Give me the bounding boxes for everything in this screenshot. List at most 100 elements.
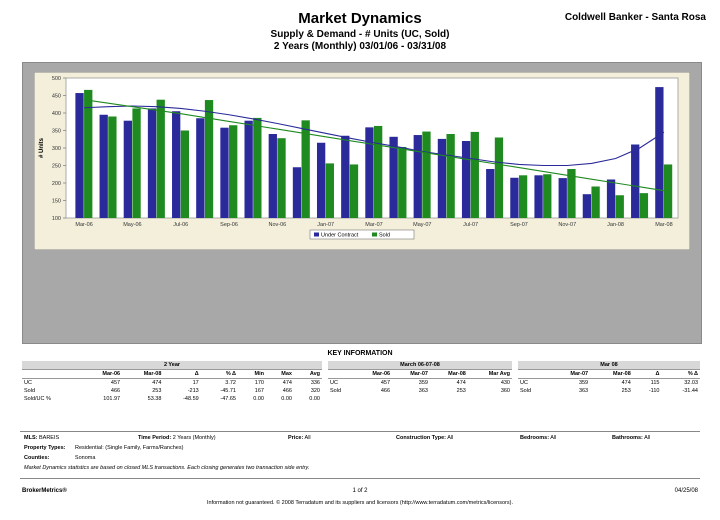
bar-under-contract [606,179,616,218]
table-cell: 359 [418,379,428,386]
report-date-range: 2 Years (Monthly) 03/01/06 - 03/31/08 [273,41,447,52]
price-label: Price: [288,435,304,441]
table-cell: 363 [418,387,428,394]
bar-under-contract [486,169,495,218]
header-cell: Mar-08 [122,369,164,379]
bar-under-contract [582,194,592,218]
table-cell: 170 [254,379,264,386]
bar-under-contract [365,127,374,218]
bar-under-contract [99,114,108,218]
bar-under-contract [316,142,326,218]
mar08-table-title: Mar 08 [518,361,700,370]
page-number: 1 of 2 [352,488,368,494]
header-cell: Mar-08 [590,369,633,379]
table-cell: -110 [648,387,660,394]
report-title: Market Dynamics [298,10,422,27]
bar-sold [591,186,600,218]
x-tick-label: Jan-08 [607,222,624,228]
bar-sold [374,125,383,218]
table-row: UC 457 359 474 430 [328,378,512,387]
table-cell: 167 [254,387,264,394]
table-cell: 0.00 [281,396,292,403]
march-table: March 06-07-08 Mar-06 Mar-07 Mar-08 Mar … [328,361,512,395]
x-tick-label: Mar-07 [365,222,382,228]
header-cell: Mar-08 [429,369,468,379]
header-cell: Mar Avg [467,369,512,379]
time-filter: Time Period: 2 Years (Monthly) [138,435,216,441]
table-cell: 336 [310,379,320,386]
table-cell: 466 [282,387,292,394]
bathrooms-value: All [644,435,651,441]
bar-sold [567,169,576,218]
trendline-under-contract [84,105,665,167]
bathrooms-filter: Bathrooms: All [612,435,650,441]
header-cell: Mar-06 [354,369,393,379]
price-value: All [304,435,311,441]
divider [20,431,700,432]
table-cell: 0.00 [309,396,320,403]
table-cell: Sold [520,387,532,394]
bar-sold [663,164,673,218]
header-cell: Avg [293,369,322,379]
y-tick-label: 150 [52,199,61,205]
header-cell: % Δ [200,369,238,379]
bar-sold [470,131,479,218]
bar-under-contract [75,93,84,218]
bar-sold [180,130,190,218]
two-year-table: 2 Year Mar-06 Mar-08 Δ % Δ Min Max Avg U… [22,361,322,404]
header-cell: Mar-07 [392,369,430,379]
header-cell: Mar-06 [80,369,123,379]
table-cell: 3.72 [225,379,236,386]
bar-sold [422,131,431,218]
bar-sold [325,163,334,218]
supply-demand-chart: 100 150 200 250 300 350 400 450 500 # Units Mar-06… [34,72,690,250]
construction-value: All [447,435,454,441]
x-tick-label: Sep-07 [510,222,528,228]
bedrooms-value: All [550,435,557,441]
table-cell: UC [330,379,338,386]
table-cell: 115 [650,379,660,386]
bar-under-contract [292,167,302,218]
bar-under-contract [147,108,157,218]
bar-under-contract [172,111,181,218]
y-tick-label: 200 [52,181,61,187]
bar-under-contract [558,178,567,218]
legend-swatch [314,232,319,237]
time-label: Time Period: [138,435,172,441]
divider [20,478,700,479]
table-cell: 253 [456,387,466,394]
table-cell: UC [24,379,32,386]
y-tick-label: 250 [52,164,61,170]
report-subtitle: Supply & Demand - # Units (UC, Sold) [270,29,450,40]
time-value: 2 Years (Monthly) [172,435,216,441]
y-axis-label: # Units [39,137,45,158]
property-value: Residential: (Single Family, Farms/Ranch… [75,445,184,451]
x-tick-label: Jan-07 [317,222,334,228]
x-tick-label: Sep-06 [220,222,238,228]
bar-sold [84,89,93,219]
two-year-table-title: 2 Year [22,361,322,370]
table-cell: Sold [24,387,36,394]
x-tick-label: Nov-06 [268,222,286,228]
x-tick-label: Nov-07 [558,222,576,228]
bar-under-contract [268,134,277,218]
mls-value: BAREIS [38,435,60,441]
bar-sold [229,125,238,218]
bar-under-contract [461,141,471,218]
y-tick-label: 350 [52,129,61,135]
bar-under-contract [389,136,398,218]
footer-disclaimer: Information not guaranteed. © 2008 Terra… [207,500,513,506]
bedrooms-filter: Bedrooms: All [520,435,556,441]
table-cell: 457 [380,379,391,386]
bar-under-contract [220,127,229,218]
price-filter: Price: All [288,435,311,441]
table-cell: 101.97 [103,396,121,403]
counties-label: Counties: [24,455,50,461]
bar-under-contract [534,175,543,218]
table-row: Sold 466 253 -213 -45.71 167 466 320 [22,387,322,396]
table-cell: 457 [110,379,121,386]
table-row: Sold 466 363 253 360 [328,387,512,396]
header-cell: Δ [163,369,201,379]
key-information-title: KEY INFORMATION [327,350,393,357]
header-cell: Mar-07 [547,369,591,379]
